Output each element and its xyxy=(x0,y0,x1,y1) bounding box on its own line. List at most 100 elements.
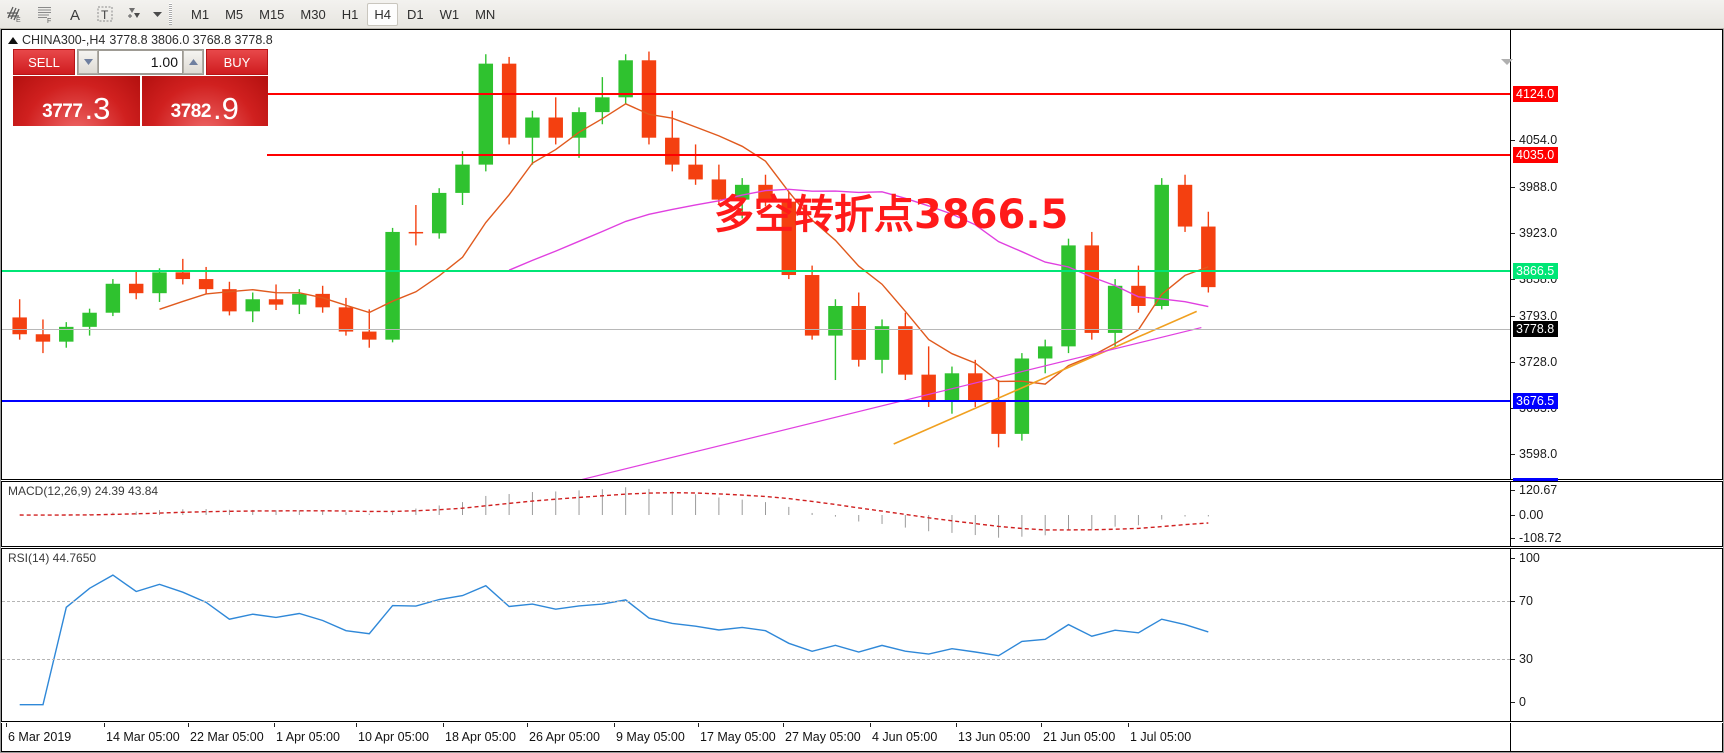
time-tick xyxy=(956,723,957,727)
macd-axis-label: 120.67 xyxy=(1519,483,1558,497)
axis-tick xyxy=(1511,601,1515,602)
volume-input[interactable]: 1.00 xyxy=(98,50,183,74)
candle xyxy=(408,205,424,246)
timeframe-h4[interactable]: H4 xyxy=(367,2,398,26)
time-axis-label: 6 Mar 2019 xyxy=(8,730,72,744)
candle xyxy=(804,265,820,340)
current-price-line xyxy=(2,329,1510,330)
time-tick xyxy=(104,723,105,727)
time-axis-label: 1 Jul 05:00 xyxy=(1130,730,1192,744)
candle xyxy=(222,281,237,316)
one-click-trade-panel[interactable]: SELL 1.00 BUY 3777 .3 3 xyxy=(13,49,268,126)
candle xyxy=(268,284,284,311)
price-axis[interactable]: 4054.03988.03923.03858.03793.03728.03663… xyxy=(1510,30,1722,502)
time-tick xyxy=(698,723,699,727)
price-pane: CHINA300-,H4 3778.8 3806.0 3768.8 3778.8… xyxy=(1,29,1723,502)
timeframe-m15[interactable]: M15 xyxy=(259,6,285,22)
rsi-overbought-line xyxy=(2,601,1510,602)
timeframe-m1[interactable]: M1 xyxy=(191,6,210,22)
time-axis-corner xyxy=(1510,723,1722,751)
time-axis-label: 14 Mar 05:00 xyxy=(106,730,180,744)
time-tick xyxy=(6,723,7,727)
rsi-axis-label: 30 xyxy=(1519,652,1533,666)
axis-tick xyxy=(1511,702,1515,703)
time-tick xyxy=(443,723,444,727)
svg-text:A: A xyxy=(70,7,80,24)
axis-tick xyxy=(1511,558,1515,559)
timeframe-m5[interactable]: M5 xyxy=(225,6,244,22)
candle xyxy=(1154,178,1169,310)
grid-icon[interactable]: F xyxy=(30,1,60,28)
candle xyxy=(245,292,260,323)
axis-tick xyxy=(1511,454,1515,455)
macd-axis[interactable]: 120.67 0.00 -108.72 xyxy=(1510,482,1722,546)
candle xyxy=(641,51,657,145)
time-tick xyxy=(356,723,357,727)
text-tool-icon[interactable]: A xyxy=(60,1,90,28)
text-label-icon[interactable]: T xyxy=(90,1,120,28)
ask-price-decimal: .9 xyxy=(212,90,239,126)
candle xyxy=(898,312,913,381)
level-line-3676[interactable] xyxy=(2,400,1510,402)
candle xyxy=(1084,231,1100,340)
price-plot-area[interactable] xyxy=(2,30,1510,479)
trade-controls-row: SELL 1.00 BUY xyxy=(13,49,268,75)
candle xyxy=(1131,265,1146,313)
macd-plot-area[interactable] xyxy=(2,482,1510,546)
objects-icon[interactable] xyxy=(120,1,150,28)
timeframe-w1[interactable]: W1 xyxy=(439,6,460,22)
level-line-4035[interactable] xyxy=(267,154,1510,156)
volume-up-icon[interactable] xyxy=(183,50,203,74)
candle xyxy=(455,151,470,206)
candle xyxy=(385,227,400,343)
ask-price[interactable]: 3782 .9 xyxy=(139,76,268,126)
price-axis-label: 3988.0 xyxy=(1519,180,1558,194)
sell-button[interactable]: SELL xyxy=(13,49,75,75)
candle xyxy=(1061,238,1076,354)
candlestick-series xyxy=(12,51,1216,479)
timeframe-h1[interactable]: H1 xyxy=(341,6,359,22)
candle xyxy=(711,164,727,206)
ask-price-integer: 3782 xyxy=(170,101,212,122)
timeframe-d1[interactable]: D1 xyxy=(406,6,424,22)
price-level-badge-4124-0[interactable]: 4124.0 xyxy=(1513,86,1559,102)
macd-signal-line xyxy=(19,491,1209,531)
price-level-badge-3676-5[interactable]: 3676.5 xyxy=(1513,393,1559,409)
candle xyxy=(665,110,680,172)
level-line-4124[interactable] xyxy=(267,93,1510,95)
candle xyxy=(35,319,51,354)
axis-tick xyxy=(1511,538,1515,539)
bid-price[interactable]: 3777 .3 xyxy=(13,76,140,126)
rsi-plot-area[interactable] xyxy=(2,549,1510,721)
timeframe-m30[interactable]: M30 xyxy=(300,6,326,22)
macd-axis-label: -108.72 xyxy=(1519,531,1562,545)
price-level-badge-3866-5[interactable]: 3866.5 xyxy=(1513,263,1559,279)
chart-annotation[interactable]: 多空转折点3866.5 xyxy=(714,192,1069,238)
trendline-gold[interactable] xyxy=(893,310,1198,445)
time-axis[interactable]: 6 Mar 2019 14 Mar 05:00 22 Mar 05:00 1 Apr … xyxy=(1,723,1723,752)
price-level-badge-4035-0[interactable]: 4035.0 xyxy=(1513,147,1559,163)
level-line-3866[interactable] xyxy=(2,270,1510,272)
candle xyxy=(362,309,377,348)
axis-tick xyxy=(1511,362,1515,363)
volume-control[interactable]: 1.00 xyxy=(77,49,204,75)
candle xyxy=(82,308,97,336)
buy-button[interactable]: BUY xyxy=(206,49,268,75)
trendline-magenta[interactable] xyxy=(581,326,1202,479)
indicators-icon[interactable]: E xyxy=(0,1,30,28)
svg-text:F: F xyxy=(47,18,51,25)
candle xyxy=(152,268,167,302)
candle xyxy=(501,56,517,145)
bid-price-integer: 3777 xyxy=(42,101,83,122)
time-tick xyxy=(1128,723,1129,727)
scroll-marker[interactable] xyxy=(1501,59,1513,65)
timeframe-mn[interactable]: MN xyxy=(475,6,496,22)
rsi-axis[interactable]: 100 70 30 0 xyxy=(1510,549,1722,721)
volume-down-icon[interactable] xyxy=(78,50,98,74)
rsi-line xyxy=(19,574,1209,706)
candle xyxy=(105,279,121,317)
chevron-down-icon[interactable] xyxy=(150,1,164,28)
price-level-badge-3778-8[interactable]: 3778.8 xyxy=(1513,321,1559,337)
time-axis-label: 13 Jun 05:00 xyxy=(958,730,1031,744)
macd-title: MACD(12,26,9) 24.39 43.84 xyxy=(8,484,159,498)
